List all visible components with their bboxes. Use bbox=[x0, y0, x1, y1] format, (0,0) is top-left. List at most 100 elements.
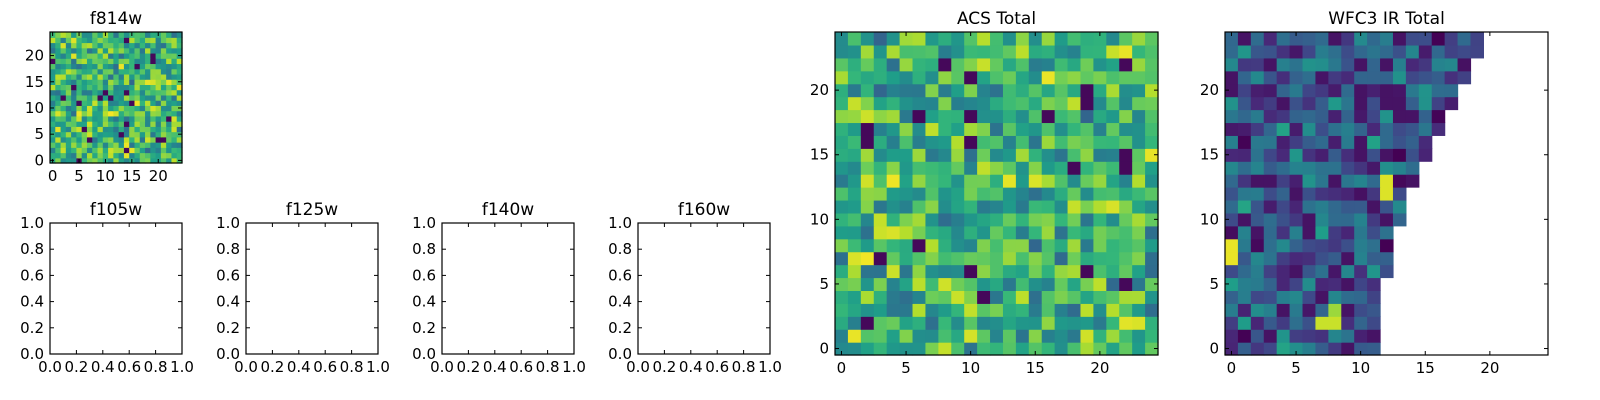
heatmap-cell bbox=[1106, 329, 1120, 343]
heatmap-cell bbox=[1431, 83, 1446, 98]
heatmap-cell bbox=[55, 152, 62, 159]
heatmap-cell bbox=[1080, 96, 1094, 111]
heatmap-cell bbox=[166, 84, 173, 91]
heatmap-cell bbox=[60, 42, 67, 49]
heatmap-cell bbox=[899, 83, 914, 98]
heatmap-cell bbox=[1341, 290, 1355, 304]
heatmap-cell bbox=[886, 32, 901, 46]
x-tick-label: 5 bbox=[74, 167, 84, 185]
heatmap-cell bbox=[97, 58, 104, 65]
heatmap-cell bbox=[1418, 109, 1433, 124]
heatmap-cell bbox=[1315, 251, 1329, 266]
heatmap-cell bbox=[1328, 264, 1342, 279]
heatmap-cell bbox=[1093, 122, 1107, 136]
heatmap-cell bbox=[925, 264, 939, 279]
heatmap-cell bbox=[860, 251, 875, 266]
heatmap-cell bbox=[1392, 122, 1407, 136]
heatmap-cell bbox=[60, 52, 67, 59]
heatmap-cell bbox=[1080, 225, 1094, 240]
heatmap-cell bbox=[1106, 83, 1120, 98]
heatmap-cell bbox=[113, 73, 120, 80]
heatmap-cell bbox=[65, 89, 72, 96]
heatmap-cell bbox=[176, 152, 183, 159]
heatmap-cell bbox=[1328, 212, 1342, 227]
x-tick-label: 0.6 bbox=[705, 358, 729, 376]
heatmap-cell bbox=[1315, 187, 1329, 201]
heatmap-cell bbox=[990, 342, 1004, 356]
heatmap-cell bbox=[1367, 277, 1381, 291]
heatmap-cell bbox=[938, 199, 952, 214]
heatmap-cell bbox=[1380, 264, 1394, 279]
heatmap-cell bbox=[1093, 135, 1107, 149]
y-tick-label: 20 bbox=[25, 47, 44, 65]
heatmap-cell bbox=[1106, 264, 1120, 279]
heatmap-cell bbox=[977, 135, 991, 149]
heatmap-cell bbox=[1444, 83, 1459, 98]
heatmap-cell bbox=[92, 68, 99, 75]
heatmap-cell bbox=[912, 187, 927, 201]
heatmap-cell bbox=[1405, 70, 1420, 85]
heatmap-cell bbox=[86, 157, 93, 164]
heatmap-cell bbox=[97, 105, 104, 112]
heatmap-cell bbox=[55, 73, 62, 80]
heatmap-cell bbox=[86, 58, 93, 65]
heatmap-cell bbox=[873, 238, 888, 253]
heatmap-cell bbox=[1015, 122, 1030, 136]
x-tick-label: 20 bbox=[1480, 359, 1499, 377]
heatmap-cell bbox=[1302, 238, 1317, 253]
heatmap-cell bbox=[1002, 303, 1017, 317]
heatmap-cell bbox=[1405, 148, 1420, 162]
heatmap-cell bbox=[1289, 44, 1304, 59]
heatmap-cell bbox=[1054, 251, 1069, 266]
heatmap-cell bbox=[150, 73, 157, 80]
heatmap-cell bbox=[155, 131, 162, 138]
heatmap-cell bbox=[150, 100, 157, 106]
heatmap-cell bbox=[50, 73, 56, 80]
heatmap-cell bbox=[1132, 44, 1146, 59]
heatmap-cell bbox=[1328, 135, 1342, 149]
heatmap-cell bbox=[1250, 264, 1265, 279]
heatmap-cell bbox=[1225, 264, 1239, 279]
heatmap-cell bbox=[81, 89, 88, 96]
heatmap-cell bbox=[1289, 251, 1304, 266]
heatmap-cell bbox=[160, 37, 167, 44]
heatmap-cell bbox=[108, 131, 114, 138]
heatmap-cell bbox=[1145, 83, 1159, 98]
heatmap-cell bbox=[1354, 225, 1368, 240]
heatmap-cell bbox=[1132, 57, 1146, 72]
heatmap-cell bbox=[134, 142, 141, 148]
heatmap-cell bbox=[1080, 199, 1094, 214]
heatmap-cell bbox=[76, 42, 83, 49]
heatmap-cell bbox=[108, 136, 114, 143]
heatmap-cell bbox=[139, 142, 146, 148]
heatmap-cell bbox=[1080, 57, 1094, 72]
heatmap-cell bbox=[1080, 316, 1094, 330]
heatmap-cell bbox=[899, 109, 914, 124]
heatmap-cell bbox=[1263, 316, 1278, 330]
heatmap-cell bbox=[1354, 342, 1368, 356]
heatmap-cell bbox=[835, 342, 849, 356]
heatmap-cell bbox=[71, 131, 77, 138]
y-tick-label: 0.4 bbox=[20, 293, 44, 311]
heatmap-cell bbox=[60, 115, 67, 122]
heatmap-cell bbox=[1145, 342, 1159, 356]
heatmap-cell bbox=[1354, 70, 1368, 85]
heatmap-cell bbox=[886, 238, 901, 253]
heatmap-cell bbox=[118, 94, 125, 101]
heatmap-cell bbox=[873, 187, 888, 201]
heatmap-cell bbox=[50, 42, 56, 49]
heatmap-cell bbox=[1067, 174, 1082, 188]
heatmap-cell bbox=[129, 126, 136, 133]
heatmap-cell bbox=[1367, 96, 1381, 111]
heatmap-cell bbox=[1132, 70, 1146, 85]
heatmap-cell bbox=[860, 109, 875, 124]
heatmap-cell bbox=[139, 147, 146, 154]
heatmap-cell bbox=[1119, 212, 1133, 227]
heatmap-cell bbox=[145, 37, 151, 44]
heatmap-cell bbox=[990, 96, 1004, 111]
heatmap-cell bbox=[81, 68, 88, 75]
heatmap-cell bbox=[86, 89, 93, 96]
heatmap-cell bbox=[1119, 264, 1133, 279]
heatmap-cell bbox=[1067, 251, 1082, 266]
heatmap-cell bbox=[1354, 96, 1368, 111]
